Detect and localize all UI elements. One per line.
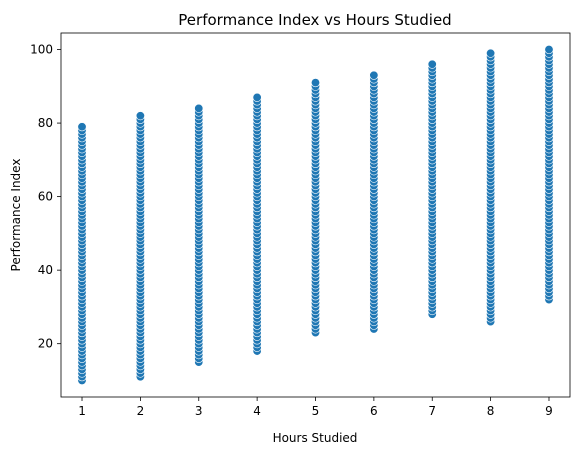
data-point [135,111,145,121]
data-point [252,92,262,102]
data-point [369,70,379,80]
x-tick-label: 8 [487,404,495,418]
y-tick-label: 80 [38,116,53,130]
y-tick-label: 100 [30,43,53,57]
x-tick-label: 7 [428,404,436,418]
x-axis-ticks: 1 2 3 4 5 6 7 8 9 [78,397,553,418]
x-tick-label: 5 [312,404,320,418]
y-tick-label: 60 [38,190,53,204]
y-axis-label: Performance Index [9,159,23,272]
chart-title: Performance Index vs Hours Studied [178,11,451,29]
y-axis-ticks: 20 40 60 80 100 [30,43,61,351]
y-tick-label: 40 [38,263,53,277]
x-tick-label: 4 [253,404,261,418]
x-tick-label: 6 [370,404,378,418]
x-tick-label: 3 [195,404,203,418]
data-point [194,103,204,113]
data-points [77,45,554,385]
x-axis-label: Hours Studied [273,431,358,445]
data-point [427,59,437,69]
x-tick-label: 9 [545,404,553,418]
data-point [486,48,496,58]
x-tick-label: 1 [78,404,86,418]
data-point [310,78,320,88]
data-point [77,122,87,132]
data-point [544,45,554,55]
y-tick-label: 20 [38,337,53,351]
x-tick-label: 2 [137,404,145,418]
